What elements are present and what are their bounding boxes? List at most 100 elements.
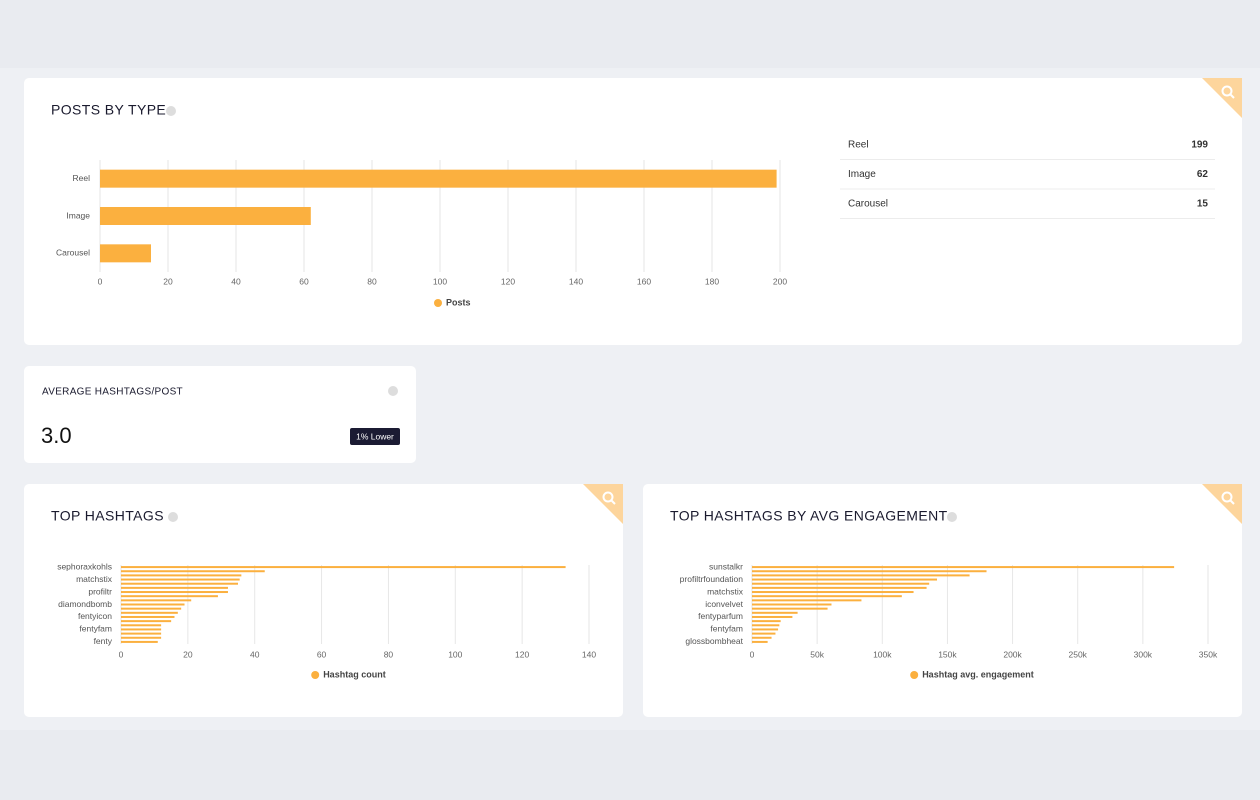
- x-tick-label: 140: [582, 649, 596, 659]
- x-tick-label: 100k: [873, 649, 892, 659]
- bar: [752, 607, 828, 610]
- info-icons: [166, 106, 957, 522]
- y-tick-label: fentyicon: [78, 611, 112, 621]
- card: [24, 366, 416, 463]
- table-cell: Carousel: [848, 199, 888, 210]
- x-tick-label: 120: [515, 649, 529, 659]
- x-tick-label: 140: [569, 276, 583, 286]
- y-tick-label: matchstix: [707, 586, 744, 596]
- x-tick-label: 350k: [1199, 649, 1218, 659]
- bar: [121, 586, 228, 589]
- bar: [752, 574, 970, 577]
- card: [643, 484, 1242, 717]
- x-tick-label: 0: [119, 649, 124, 659]
- bar: [752, 624, 780, 627]
- bar: [752, 611, 798, 614]
- card-title: TOP HASHTAGS: [51, 508, 164, 524]
- bar: [100, 207, 311, 225]
- bar: [121, 615, 175, 618]
- bar: [121, 578, 240, 581]
- bar: [121, 636, 162, 639]
- bar: [752, 582, 930, 585]
- legend-label: Posts: [446, 297, 471, 307]
- y-tick-label: Image: [66, 210, 90, 220]
- bar: [752, 586, 927, 589]
- y-tick-label: profiltr: [88, 586, 112, 596]
- bar: [121, 620, 172, 623]
- bar: [121, 582, 238, 585]
- bar: [121, 566, 566, 569]
- bar: [752, 615, 793, 618]
- x-tick-label: 0: [98, 276, 103, 286]
- bar: [121, 628, 162, 631]
- corner-search[interactable]: [583, 484, 623, 524]
- kpi-badge: [350, 428, 400, 445]
- x-tick-label: 160: [637, 276, 651, 286]
- x-tick-label: 200k: [1003, 649, 1022, 659]
- bar: [121, 611, 178, 614]
- bar: [121, 632, 162, 635]
- bar: [752, 640, 768, 643]
- y-tick-label: profiltrfoundation: [680, 574, 744, 584]
- y-tick-label: fentyfam: [79, 624, 112, 634]
- legend-marker: [910, 671, 919, 679]
- x-tick-label: 80: [367, 276, 377, 286]
- bar: [752, 632, 776, 635]
- x-tick-label: 40: [250, 649, 260, 659]
- legend-label: Hashtag avg. engagement: [922, 669, 1034, 679]
- y-tick-label: iconvelvet: [705, 599, 743, 609]
- bar: [752, 595, 902, 598]
- table-cell: 199: [1191, 140, 1208, 151]
- x-tick-label: 60: [317, 649, 327, 659]
- corner-search[interactable]: [1202, 484, 1242, 524]
- bar: [752, 570, 987, 573]
- legend-marker: [311, 671, 320, 679]
- kpi-title: AVERAGE HASHTAGS/POST: [42, 387, 183, 398]
- bar: [100, 169, 777, 188]
- y-tick-label: sephoraxkohls: [57, 561, 112, 571]
- x-tick-label: 20: [163, 276, 173, 286]
- bar: [121, 574, 242, 577]
- card: [24, 484, 623, 717]
- x-tick-label: 150k: [938, 649, 957, 659]
- bar: [752, 620, 781, 623]
- bar: [100, 244, 151, 263]
- table-cell: 62: [1197, 169, 1209, 180]
- corner-search[interactable]: [1202, 78, 1242, 118]
- x-tick-label: 250k: [1068, 649, 1087, 659]
- x-tick-label: 80: [384, 649, 394, 659]
- bar: [752, 628, 779, 631]
- table-cell: Image: [848, 169, 876, 180]
- x-tick-label: 300k: [1134, 649, 1153, 659]
- bar: [121, 607, 182, 610]
- bar: [121, 591, 228, 594]
- x-tick-label: 180: [705, 276, 719, 286]
- x-tick-label: 0: [750, 649, 755, 659]
- y-tick-label: diamondbomb: [58, 599, 112, 609]
- bar: [752, 636, 772, 639]
- bar: [752, 566, 1175, 569]
- y-tick-label: matchstix: [76, 574, 113, 584]
- card-title: POSTS BY TYPE: [51, 102, 166, 118]
- y-tick-label: glossbombheat: [685, 636, 743, 646]
- bar: [121, 603, 185, 606]
- x-tick-label: 100: [448, 649, 462, 659]
- y-tick-label: Carousel: [56, 248, 90, 258]
- x-tick-label: 50k: [810, 649, 824, 659]
- bar: [121, 599, 192, 602]
- legend-label: Hashtag count: [323, 669, 386, 679]
- card: [24, 78, 1242, 345]
- y-tick-label: sunstalkr: [709, 561, 743, 571]
- legend-marker: [434, 299, 442, 307]
- y-tick-label: Reel: [73, 173, 91, 183]
- y-tick-label: fenty: [94, 636, 113, 646]
- kpi-badge-text: 1% Lower: [356, 431, 394, 441]
- card-title: TOP HASHTAGS BY AVG ENGAGEMENT: [670, 508, 948, 524]
- bar: [752, 578, 938, 581]
- bar: [121, 570, 265, 573]
- bar: [121, 595, 218, 598]
- bar: [752, 603, 832, 606]
- x-tick-label: 100: [433, 276, 447, 286]
- x-tick-label: 120: [501, 276, 515, 286]
